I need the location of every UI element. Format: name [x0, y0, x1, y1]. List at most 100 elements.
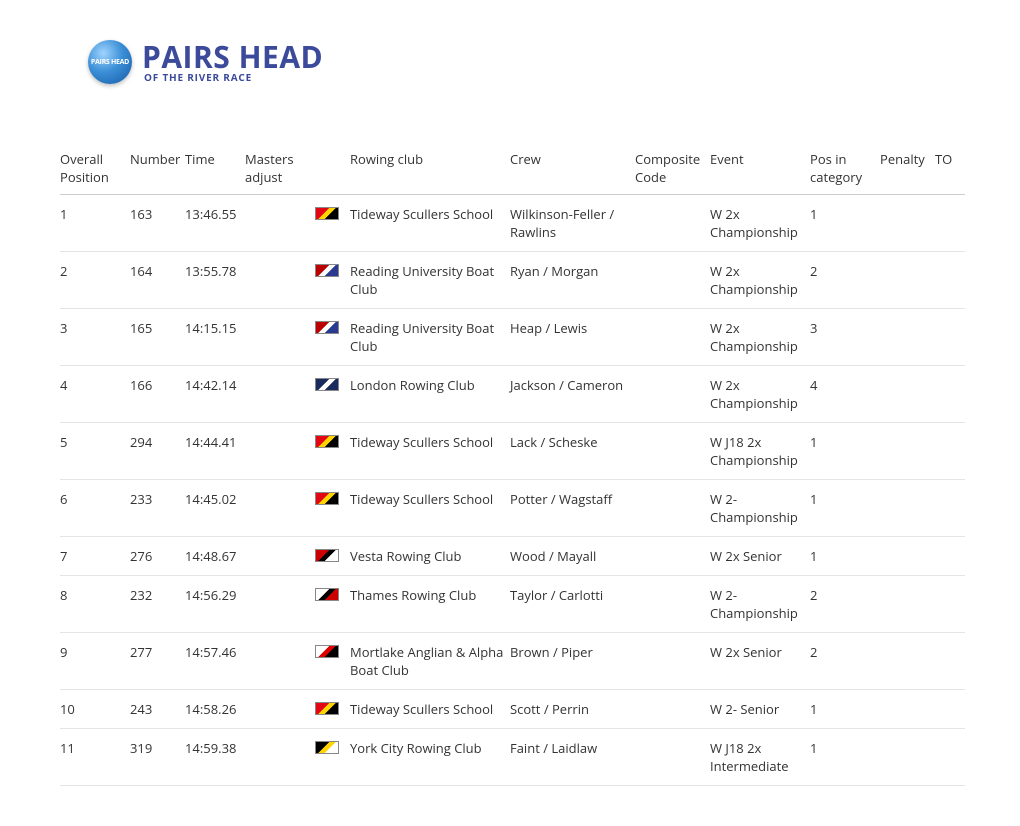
cell-time: 14:57.46: [185, 633, 245, 690]
col-header: Event: [710, 144, 810, 195]
cell-time: 14:15.15: [185, 309, 245, 366]
table-row: 927714:57.46Mortlake Anglian & Alpha Boa…: [60, 633, 965, 690]
cell-penalty: [880, 309, 935, 366]
table-row: 529414:44.41Tideway Scullers SchoolLack …: [60, 423, 965, 480]
cell-rowing-club: Reading University Boat Club: [350, 309, 510, 366]
cell-composite-code: [635, 366, 710, 423]
cell-composite-code: [635, 690, 710, 729]
cell-number: 233: [130, 480, 185, 537]
cell-event: W 2x Championship: [710, 252, 810, 309]
cell-masters-adjust: [245, 195, 315, 252]
cell-overall-position: 5: [60, 423, 130, 480]
cell-overall-position: 1: [60, 195, 130, 252]
cell-overall-position: 2: [60, 252, 130, 309]
cell-pos-in-category: 1: [810, 480, 880, 537]
logo-main: PAIRS HEAD: [142, 42, 323, 72]
cell-flag: [315, 729, 350, 786]
cell-composite-code: [635, 537, 710, 576]
cell-composite-code: [635, 309, 710, 366]
cell-to: [935, 480, 965, 537]
cell-masters-adjust: [245, 366, 315, 423]
cell-penalty: [880, 195, 935, 252]
club-flag-icon: [315, 702, 339, 715]
cell-rowing-club: Tideway Scullers School: [350, 423, 510, 480]
cell-pos-in-category: 3: [810, 309, 880, 366]
cell-flag: [315, 576, 350, 633]
cell-flag: [315, 633, 350, 690]
club-flag-icon: [315, 264, 339, 277]
cell-number: 276: [130, 537, 185, 576]
col-header: Time: [185, 144, 245, 195]
cell-rowing-club: Thames Rowing Club: [350, 576, 510, 633]
cell-overall-position: 3: [60, 309, 130, 366]
cell-composite-code: [635, 423, 710, 480]
cell-flag: [315, 309, 350, 366]
cell-number: 232: [130, 576, 185, 633]
cell-pos-in-category: 1: [810, 195, 880, 252]
cell-pos-in-category: 1: [810, 537, 880, 576]
cell-rowing-club: York City Rowing Club: [350, 729, 510, 786]
cell-time: 13:55.78: [185, 252, 245, 309]
cell-penalty: [880, 366, 935, 423]
cell-to: [935, 252, 965, 309]
cell-time: 14:45.02: [185, 480, 245, 537]
cell-rowing-club: London Rowing Club: [350, 366, 510, 423]
cell-number: 277: [130, 633, 185, 690]
cell-time: 14:59.38: [185, 729, 245, 786]
cell-flag: [315, 480, 350, 537]
cell-number: 294: [130, 423, 185, 480]
table-row: 1024314:58.26Tideway Scullers SchoolScot…: [60, 690, 965, 729]
logo-text: PAIRS HEAD OF THE RIVER RACE: [142, 42, 323, 82]
cell-penalty: [880, 633, 935, 690]
cell-penalty: [880, 690, 935, 729]
cell-time: 14:56.29: [185, 576, 245, 633]
cell-masters-adjust: [245, 480, 315, 537]
cell-overall-position: 6: [60, 480, 130, 537]
logo-sub: OF THE RIVER RACE: [144, 72, 323, 82]
cell-rowing-club: Vesta Rowing Club: [350, 537, 510, 576]
cell-crew: Potter / Wagstaff: [510, 480, 635, 537]
cell-penalty: [880, 423, 935, 480]
cell-number: 165: [130, 309, 185, 366]
cell-composite-code: [635, 195, 710, 252]
cell-composite-code: [635, 633, 710, 690]
cell-rowing-club: Tideway Scullers School: [350, 195, 510, 252]
club-flag-icon: [315, 492, 339, 505]
cell-event: W 2- Championship: [710, 480, 810, 537]
cell-masters-adjust: [245, 633, 315, 690]
cell-to: [935, 195, 965, 252]
cell-penalty: [880, 480, 935, 537]
cell-number: 319: [130, 729, 185, 786]
cell-crew: Taylor / Carlotti: [510, 576, 635, 633]
table-row: 1131914:59.38York City Rowing ClubFaint …: [60, 729, 965, 786]
cell-composite-code: [635, 576, 710, 633]
club-flag-icon: [315, 588, 339, 601]
cell-to: [935, 309, 965, 366]
col-header: Crew: [510, 144, 635, 195]
cell-overall-position: 10: [60, 690, 130, 729]
cell-flag: [315, 537, 350, 576]
club-flag-icon: [315, 741, 339, 754]
table-row: 116313:46.55Tideway Scullers SchoolWilki…: [60, 195, 965, 252]
cell-crew: Scott / Perrin: [510, 690, 635, 729]
cell-time: 14:42.14: [185, 366, 245, 423]
cell-time: 14:48.67: [185, 537, 245, 576]
cell-flag: [315, 195, 350, 252]
cell-masters-adjust: [245, 309, 315, 366]
cell-pos-in-category: 2: [810, 576, 880, 633]
cell-masters-adjust: [245, 576, 315, 633]
table-row: 216413:55.78Reading University Boat Club…: [60, 252, 965, 309]
cell-time: 14:44.41: [185, 423, 245, 480]
cell-penalty: [880, 252, 935, 309]
col-header: Composite Code: [635, 144, 710, 195]
cell-overall-position: 11: [60, 729, 130, 786]
logo-roundel: PAIRS HEAD: [88, 40, 132, 84]
table-row: 823214:56.29Thames Rowing ClubTaylor / C…: [60, 576, 965, 633]
cell-number: 164: [130, 252, 185, 309]
cell-masters-adjust: [245, 423, 315, 480]
club-flag-icon: [315, 549, 339, 562]
cell-flag: [315, 252, 350, 309]
cell-penalty: [880, 576, 935, 633]
cell-to: [935, 366, 965, 423]
cell-event: W 2x Championship: [710, 195, 810, 252]
